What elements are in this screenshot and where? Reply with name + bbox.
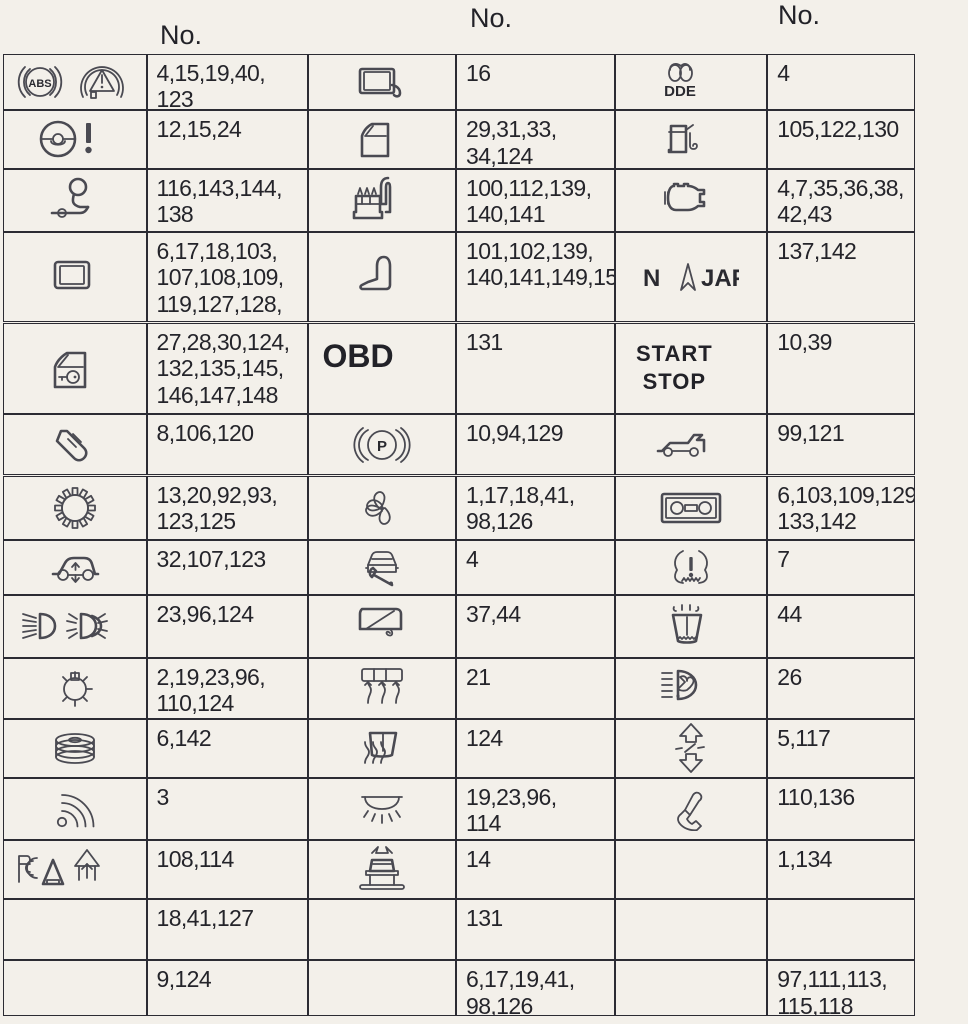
svg-text:JAP: JAP xyxy=(701,265,739,292)
svg-text:N: N xyxy=(643,265,660,292)
svg-text:P: P xyxy=(377,438,387,455)
svg-text:ABS: ABS xyxy=(28,78,51,90)
svg-text:DDE: DDE xyxy=(664,83,696,100)
